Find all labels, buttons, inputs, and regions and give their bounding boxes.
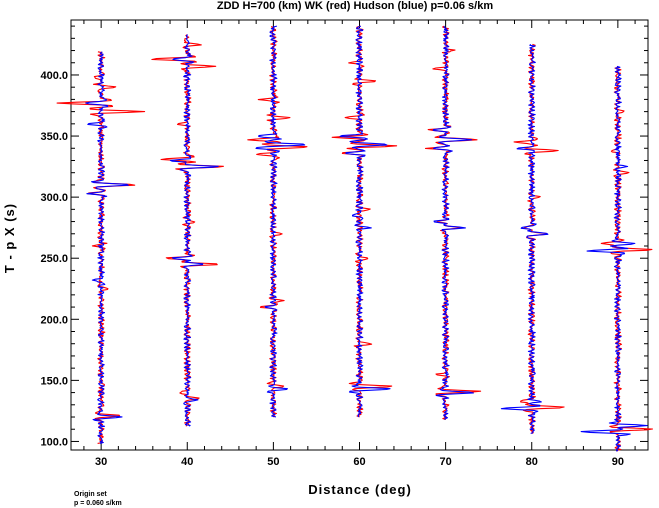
trace-wk-80 bbox=[513, 43, 565, 434]
y-tick-label: 400.0 bbox=[40, 70, 68, 82]
y-tick-label: 250.0 bbox=[40, 253, 68, 265]
seismogram-traces bbox=[56, 25, 654, 452]
trace-wk-50 bbox=[247, 25, 308, 418]
trace-hudson-90 bbox=[580, 65, 648, 452]
trace-wk-60 bbox=[331, 25, 398, 418]
y-tick-label: 350.0 bbox=[40, 131, 68, 143]
x-tick-label: 30 bbox=[95, 456, 107, 468]
y-tick-label: 100.0 bbox=[40, 436, 68, 448]
series-hudson bbox=[85, 25, 648, 452]
y-axis-label: T - p X (s) bbox=[2, 203, 17, 273]
trace-wk-70 bbox=[424, 25, 482, 421]
trace-hudson-50 bbox=[255, 25, 306, 418]
x-axis: 30 40 50 60 70 80 90 bbox=[83, 20, 636, 468]
y-tick-label: 300.0 bbox=[40, 192, 68, 204]
x-tick-label: 40 bbox=[181, 456, 193, 468]
x-tick-label: 70 bbox=[439, 456, 451, 468]
x-tick-label: 90 bbox=[612, 456, 624, 468]
trace-hudson-30 bbox=[85, 51, 129, 444]
trace-hudson-70 bbox=[432, 25, 474, 420]
series-wk bbox=[56, 25, 654, 452]
x-axis-label: Distance (deg) bbox=[308, 482, 412, 497]
y-axis: 100.0 150.0 200.0 250.0 300.0 350.0 400.0 bbox=[40, 25, 648, 448]
trace-hudson-60 bbox=[339, 25, 391, 418]
y-tick-label: 150.0 bbox=[40, 375, 68, 387]
chart-title: ZDD H=700 (km) WK (red) Hudson (blue) p=… bbox=[217, 0, 493, 12]
footer-line-1: Origin set bbox=[74, 491, 107, 498]
x-tick-label: 80 bbox=[526, 456, 538, 468]
x-tick-label: 60 bbox=[353, 456, 365, 468]
trace-hudson-40 bbox=[169, 34, 219, 427]
footer-line-2: p = 0.060 s/km bbox=[74, 500, 122, 507]
x-tick-label: 50 bbox=[267, 456, 279, 468]
trace-hudson-80 bbox=[500, 43, 549, 435]
y-tick-label: 200.0 bbox=[40, 314, 68, 326]
